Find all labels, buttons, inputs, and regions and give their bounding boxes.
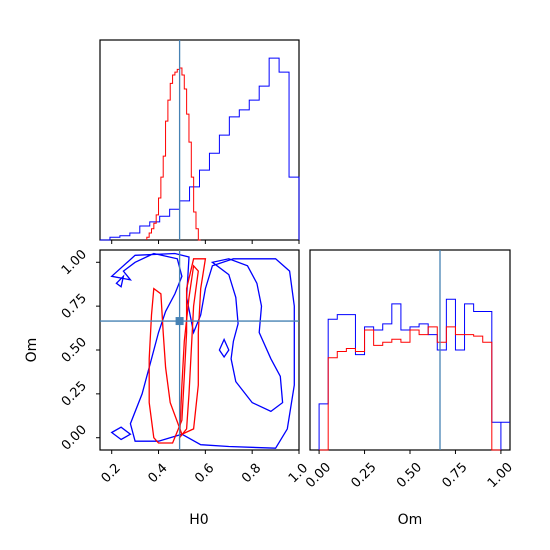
om-hist-blue-step	[318, 298, 510, 450]
om-x-tick-label-0: 0.00	[303, 460, 334, 491]
om-x-ticks: 0.00 0.25 0.50 0.75 1.00	[303, 450, 516, 491]
om-x-tick-label-2: 0.50	[394, 460, 425, 491]
h0-hist-blue-step	[100, 57, 300, 241]
om-x-tick-label-4: 1.00	[485, 460, 516, 491]
h0-hist-blue	[100, 57, 300, 241]
om-hist-red	[319, 326, 501, 451]
joint-x-tick-label-2: 0.6	[192, 461, 217, 486]
joint-y-ticks: 0.00 0.25 0.50 0.75 1.00	[59, 247, 100, 454]
joint-panel: 0.2 0.4 0.6 0.8 1.0 0.000.250.500.751.00 H0 …	[24, 247, 311, 528]
joint-contour-red-outer	[148, 258, 207, 444]
om-x-tick-label-3: 0.75	[439, 460, 470, 491]
joint-y-tick-label-2: 0.50	[59, 335, 90, 366]
joint-y-tick-label-3: 0.75	[59, 291, 90, 322]
joint-x-tick-label-0: 0.2	[99, 461, 124, 486]
joint-contours	[110, 252, 295, 449]
om-x-tick-label-1: 0.25	[349, 460, 380, 491]
joint-y-tick-label-4: 1.00	[59, 247, 90, 278]
joint-x-ticks: 0.2 0.4 0.6 0.8 1.0	[99, 450, 311, 486]
h0-hist-red	[146, 67, 201, 241]
joint-x-tick-label-1: 0.4	[145, 461, 170, 486]
h0-marginal-panel	[99, 39, 300, 244]
om-marginal-panel: 0.00 0.25 0.50 0.75 1.00 Om	[303, 249, 516, 528]
joint-contour-blue-inner	[210, 258, 284, 413]
om-marginal-frame	[309, 249, 511, 451]
joint-contour-red-inner	[178, 264, 199, 440]
joint-y-tick-label-1: 0.25	[59, 379, 90, 410]
joint-truth-marker	[175, 317, 184, 326]
x-axis-label-h0: H0	[189, 512, 208, 528]
h0-marginal-ticks	[111, 240, 300, 244]
joint-contour-blue-island-3	[115, 274, 125, 288]
h0-hist-red-step	[146, 67, 201, 241]
joint-y-tick-label-0: 0.00	[59, 423, 90, 454]
joint-x-tick-label-3: 0.8	[239, 461, 264, 486]
om-hist-red-step	[319, 326, 501, 451]
joint-contour-blue-island-2	[218, 337, 230, 359]
joint-contour-blue-island-1	[110, 426, 132, 441]
om-hist-blue	[318, 298, 510, 450]
y-axis-label-om: Om	[24, 338, 40, 363]
x-axis-label-om: Om	[398, 512, 423, 528]
